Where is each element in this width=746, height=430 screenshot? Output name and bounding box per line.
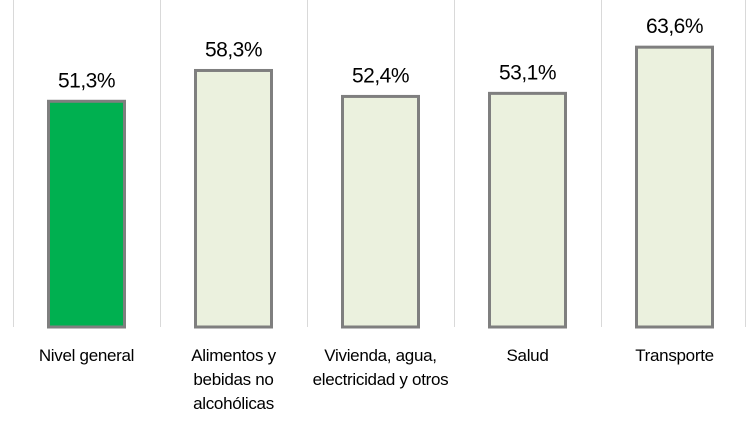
category-label: Alimentos y bebidas no alcohólicas	[191, 346, 276, 413]
value-label: 52,4%	[352, 64, 409, 87]
bar	[194, 68, 273, 329]
category-label: Nivel general	[38, 346, 135, 365]
value-label: 63,6%	[646, 15, 703, 38]
category-label: Salud	[506, 346, 549, 365]
bar	[341, 94, 420, 329]
bar	[47, 99, 126, 329]
bar	[635, 45, 714, 329]
value-label: 51,3%	[58, 69, 115, 92]
bar	[488, 91, 567, 329]
category-label: Vivienda, agua, electricidad y otros	[312, 346, 449, 389]
value-label: 53,1%	[499, 61, 556, 84]
category-label: Transporte	[635, 346, 714, 365]
value-label: 58,3%	[205, 38, 262, 61]
